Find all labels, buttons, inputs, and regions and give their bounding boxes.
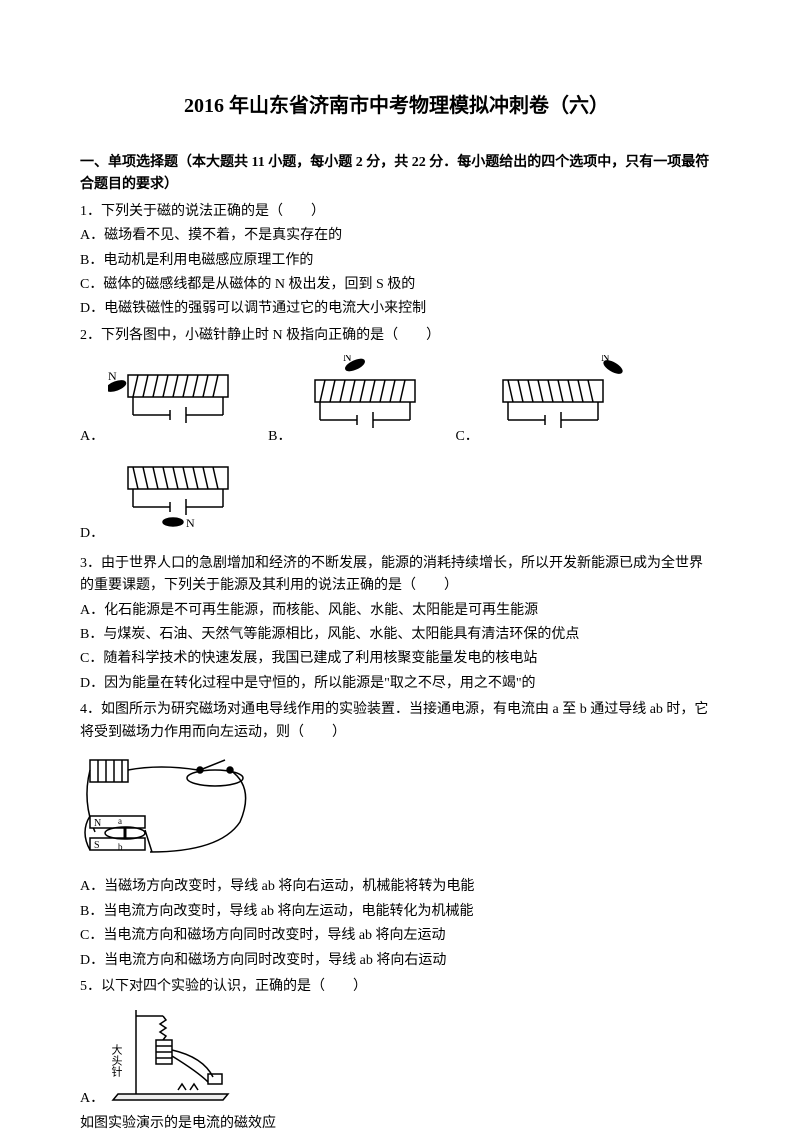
q2-opt-b-label: B． [268, 426, 291, 448]
svg-text:a: a [118, 816, 122, 826]
q2-opt-a-wrap: A． N [80, 360, 248, 448]
q4-opt-c: C．当电流方向和磁场方向同时改变时，导线 ab 将向左运动 [80, 925, 713, 947]
q2-row1: A． N [80, 355, 713, 448]
question-4: 4．如图所示为研究磁场对通电导线作用的实验装置．当接通电源，有电流由 a 至 b… [80, 699, 713, 972]
page-title: 2016 年山东省济南市中考物理模拟冲刺卷（六） [80, 90, 713, 122]
q4-stem: 4．如图所示为研究磁场对通电导线作用的实验装置．当接通电源，有电流由 a 至 b… [80, 699, 713, 744]
q1-opt-c: C．磁体的磁感线都是从磁体的 N 极出发，回到 S 极的 [80, 274, 713, 296]
q2-opt-c-wrap: C． N [455, 355, 632, 448]
q4-opt-a: A．当磁场方向改变时，导线 ab 将向右运动，机械能将转为电能 [80, 876, 713, 898]
svg-text:N: N [94, 818, 101, 829]
q5-opt-a-label: A． [80, 1088, 104, 1110]
svg-text:大头针: 大头针 [110, 1043, 123, 1078]
q2-stem: 2．下列各图中，小磁针静止时 N 极指向正确的是（ ） [80, 325, 713, 347]
stand-coil-diagram: 大头针 [108, 1002, 238, 1110]
magnet-circuit-diagram: N S a b [80, 752, 280, 870]
q2-row2: D． N [80, 457, 713, 545]
q1-opt-a: A．磁场看不见、摸不着，不是真实存在的 [80, 225, 713, 247]
svg-text:S: S [94, 840, 100, 851]
q2-opt-d-label: D． [80, 523, 104, 545]
q3-opt-c: C．随着科学技术的快速发展，我国已建成了利用核聚变能量发电的核电站 [80, 648, 713, 670]
q5-stem: 5．以下对四个实验的认识，正确的是（ ） [80, 976, 713, 998]
q3-stem: 3．由于世界人口的急剧增加和经济的不断发展，能源的消耗持续增长，所以开发新能源已… [80, 553, 713, 598]
question-3: 3．由于世界人口的急剧增加和经济的不断发展，能源的消耗持续增长，所以开发新能源已… [80, 553, 713, 695]
svg-text:N: N [108, 369, 117, 383]
svg-text:N: N [186, 516, 195, 530]
q2-opt-d-wrap: D． N [80, 457, 248, 545]
svg-text:N: N [601, 355, 610, 364]
q1-opt-d: D．电磁铁磁性的强弱可以调节通过它的电流大小来控制 [80, 298, 713, 320]
q2-opt-a-label: A． [80, 426, 104, 448]
q2-opt-c-label: C． [455, 426, 478, 448]
svg-text:N: N [343, 355, 352, 364]
solenoid-diagram-a: N [108, 360, 248, 448]
q5-opt-a-wrap: A． [80, 1002, 713, 1110]
solenoid-diagram-b: N [295, 355, 435, 448]
q5-caption: 如图实验演示的是电流的磁效应 [80, 1113, 713, 1135]
q3-opt-d: D．因为能量在转化过程中是守恒的，所以能源是"取之不尽，用之不竭"的 [80, 673, 713, 695]
q3-opt-b: B．与煤炭、石油、天然气等能源相比，风能、水能、太阳能具有清洁环保的优点 [80, 624, 713, 646]
q3-opt-a: A．化石能源是不可再生能源，而核能、风能、水能、太阳能是可再生能源 [80, 600, 713, 622]
section-header: 一、单项选择题（本大题共 11 小题，每小题 2 分，共 22 分．每小题给出的… [80, 152, 713, 197]
solenoid-diagram-c: N [483, 355, 633, 448]
q1-opt-b: B．电动机是利用电磁感应原理工作的 [80, 250, 713, 272]
q4-opt-d: D．当电流方向和磁场方向同时改变时，导线 ab 将向右运动 [80, 950, 713, 972]
question-5: 5．以下对四个实验的认识，正确的是（ ） A． [80, 976, 713, 1135]
question-1: 1．下列关于磁的说法正确的是（ ） A．磁场看不见、摸不着，不是真实存在的 B．… [80, 201, 713, 321]
question-2: 2．下列各图中，小磁针静止时 N 极指向正确的是（ ） A． [80, 325, 713, 545]
q1-stem: 1．下列关于磁的说法正确的是（ ） [80, 201, 713, 223]
q4-opt-b: B．当电流方向改变时，导线 ab 将向左运动，电能转化为机械能 [80, 901, 713, 923]
solenoid-diagram-d: N [108, 457, 248, 545]
q2-opt-b-wrap: B． N [268, 355, 435, 448]
svg-text:b: b [118, 842, 123, 852]
